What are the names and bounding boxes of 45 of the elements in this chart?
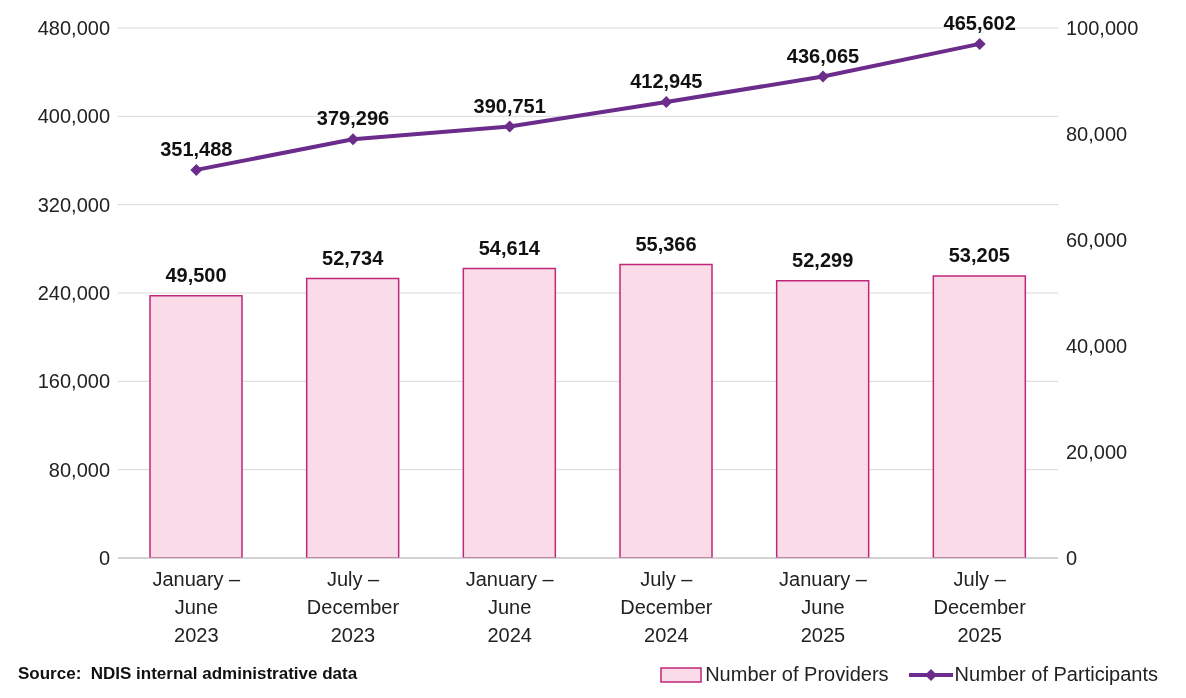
x-tick-label: January – June 2023 bbox=[152, 568, 242, 646]
point bbox=[347, 133, 359, 146]
bar bbox=[305, 277, 400, 558]
data-label: 436,065 bbox=[786, 44, 860, 67]
y-tick-label: 480,000 bbox=[37, 17, 110, 40]
x-tick-label: July – December 2024 bbox=[620, 568, 713, 646]
data-label: 465,602 bbox=[943, 11, 1016, 34]
bar bbox=[932, 275, 1027, 558]
data-label: 52,734 bbox=[322, 246, 385, 269]
x-tick-label: January – June 2024 bbox=[465, 568, 555, 646]
bar bbox=[149, 294, 243, 558]
point bbox=[973, 37, 986, 50]
y-tick-label: 320,000 bbox=[37, 193, 110, 216]
y-tick-label: 160,000 bbox=[37, 370, 110, 393]
x-tick-label: January – June 2025 bbox=[779, 568, 868, 646]
y2-tick-label: 60,000 bbox=[1066, 229, 1128, 252]
point bbox=[660, 96, 673, 109]
x-tick-label: July – December 2023 bbox=[306, 568, 400, 646]
point bbox=[190, 163, 203, 176]
y2-tick-label: 80,000 bbox=[1066, 123, 1128, 146]
data-label: 412,945 bbox=[630, 70, 703, 93]
bar bbox=[619, 263, 713, 558]
bar bbox=[775, 280, 870, 558]
y2-tick-label: 100,000 bbox=[1066, 17, 1139, 40]
source-note: Source: NDIS internal administrative data bbox=[18, 664, 358, 684]
point bbox=[817, 70, 829, 83]
data-label: 379,296 bbox=[316, 107, 390, 130]
y2-tick-label: 20,000 bbox=[1066, 441, 1128, 464]
data-label: 54,614 bbox=[478, 236, 541, 259]
y-tick-label: 240,000 bbox=[37, 282, 110, 305]
y2-tick-label: 0 bbox=[1066, 547, 1078, 570]
y-tick-label: 0 bbox=[98, 547, 110, 570]
y-tick-label: 400,000 bbox=[37, 105, 110, 128]
legend-label: Number of Providers bbox=[705, 663, 889, 686]
data-label: 49,500 bbox=[165, 263, 227, 286]
y2-tick-label: 40,000 bbox=[1066, 335, 1128, 358]
x-tick-label: July – December 2025 bbox=[933, 568, 1027, 646]
y-tick-label: 80,000 bbox=[48, 458, 110, 481]
data-label: 390,751 bbox=[473, 94, 546, 117]
legend-label: Number of Participants bbox=[954, 663, 1158, 686]
data-label: 52,299 bbox=[792, 248, 854, 271]
data-label: 53,205 bbox=[948, 244, 1010, 267]
bar bbox=[462, 267, 557, 558]
data-label: 55,366 bbox=[635, 232, 697, 255]
data-label: 351,488 bbox=[160, 137, 233, 160]
